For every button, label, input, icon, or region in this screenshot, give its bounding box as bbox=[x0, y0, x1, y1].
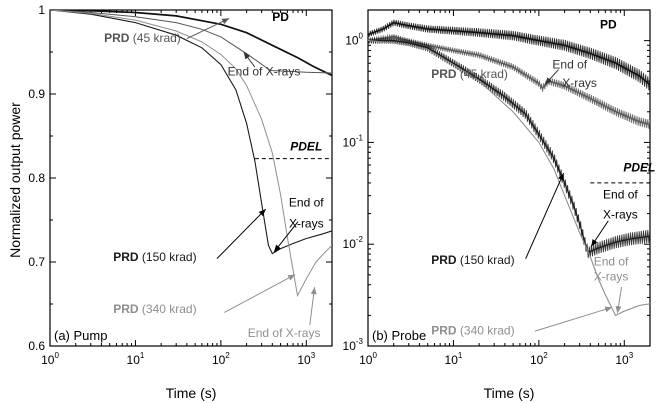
panel-b-xlabel: Time (s) bbox=[484, 385, 535, 401]
series-pd-band-b bbox=[368, 19, 650, 91]
x-tick-label-b: 103 bbox=[615, 351, 633, 367]
arrow-end-xrays-2b bbox=[590, 220, 609, 247]
chart-panel-a-pump: Time (s) 100 101 102 103 0.6 0.7 0.8 0.9 1 PD PDEL… bbox=[28, 3, 333, 401]
x-tick-label-a: 103 bbox=[297, 351, 315, 367]
end-xrays-2b-line2: X-rays bbox=[603, 208, 638, 222]
prd150-label-b: PRD (150 krad) bbox=[431, 253, 514, 267]
end-xrays-1b-line1: End of bbox=[552, 58, 587, 72]
panel-a-xlabel: Time (s) bbox=[166, 385, 217, 401]
y-axis-label: Normalized output power bbox=[7, 102, 23, 258]
prd340-label: PRD (340 krad) bbox=[113, 302, 196, 316]
arrow-prd150-b bbox=[525, 172, 565, 259]
arrow-end-xrays-2a bbox=[273, 221, 299, 253]
y-tick-label-a: 0.9 bbox=[28, 87, 45, 101]
arrow-prd340 bbox=[224, 274, 296, 313]
y-tick-label-b: 100 bbox=[345, 32, 363, 48]
series-prd150-line-b bbox=[368, 40, 650, 255]
series-prd340-line-a bbox=[50, 10, 332, 298]
plot-frame-a bbox=[49, 9, 333, 347]
series-pd-line-b bbox=[368, 21, 650, 86]
panel-label-b: (b) Probe bbox=[372, 328, 426, 343]
end-xrays-1a: End of X-rays bbox=[228, 65, 301, 79]
series-prd45-line-a bbox=[50, 10, 332, 74]
chart-panel-b-probe: Time (s) 100 101 102 103 10-3 10-2 10-1 100 PD PD… bbox=[343, 9, 655, 401]
x-tick-label-b: 102 bbox=[530, 351, 548, 367]
arrow-prd45 bbox=[186, 17, 230, 40]
y-tick-label-a: 0.7 bbox=[28, 255, 45, 269]
end-xrays-2b-line1: End of bbox=[603, 188, 638, 202]
series-prd45-band-b bbox=[368, 33, 650, 129]
x-tick-label-a: 100 bbox=[41, 351, 59, 367]
arrow-prd150 bbox=[216, 208, 267, 259]
y-tick-label-a: 0.6 bbox=[28, 339, 45, 353]
series-pd-line-a bbox=[50, 10, 332, 77]
pd-label-b: PD bbox=[600, 17, 617, 31]
prd45-label: PRD (45 krad) bbox=[104, 31, 181, 45]
arrow-end-xrays-3a bbox=[309, 287, 317, 326]
end-xrays-3b-line2: X-rays bbox=[594, 270, 629, 284]
end-xrays-2a-line1: End of bbox=[289, 196, 324, 210]
series-prd150-line-a bbox=[50, 10, 332, 255]
x-tick-label-b: 100 bbox=[359, 351, 377, 367]
panel-label-a: (a) Pump bbox=[54, 328, 107, 343]
arrow-end-xrays-1b bbox=[544, 69, 559, 85]
pdel-label: PDEL bbox=[290, 139, 322, 153]
pd-label: PD bbox=[272, 10, 289, 24]
end-xrays-2a-line2: X-rays bbox=[289, 217, 324, 231]
prd45-label-b: PRD (45 krad) bbox=[431, 67, 508, 81]
arrow-end-xrays-1a bbox=[243, 51, 256, 68]
series-prd150-band-b bbox=[368, 37, 650, 259]
end-xrays-1b-line2: X-rays bbox=[562, 76, 597, 90]
x-tick-label-a: 101 bbox=[127, 351, 145, 367]
arrow-prd340-b bbox=[534, 306, 613, 332]
end-xrays-3a: End of X-rays bbox=[248, 326, 321, 340]
y-tick-label-a: 0.8 bbox=[28, 171, 45, 185]
prd150-label: PRD (150 krad) bbox=[113, 250, 196, 264]
y-tick-label-a: 1 bbox=[38, 3, 45, 17]
y-tick-label-b: 10-1 bbox=[343, 133, 364, 149]
arrow-end-xrays-3b bbox=[615, 286, 623, 314]
x-tick-label-a: 102 bbox=[212, 351, 230, 367]
pdel-label-b: PDEL bbox=[623, 160, 655, 174]
y-tick-label-b: 10-3 bbox=[343, 337, 364, 353]
x-tick-label-b: 101 bbox=[445, 351, 463, 367]
prd340-label-b: PRD (340 krad) bbox=[431, 323, 514, 337]
end-xrays-3b-line1: End of bbox=[594, 254, 629, 268]
y-tick-label-b: 10-2 bbox=[343, 235, 364, 251]
plot-frame-b bbox=[367, 9, 651, 347]
